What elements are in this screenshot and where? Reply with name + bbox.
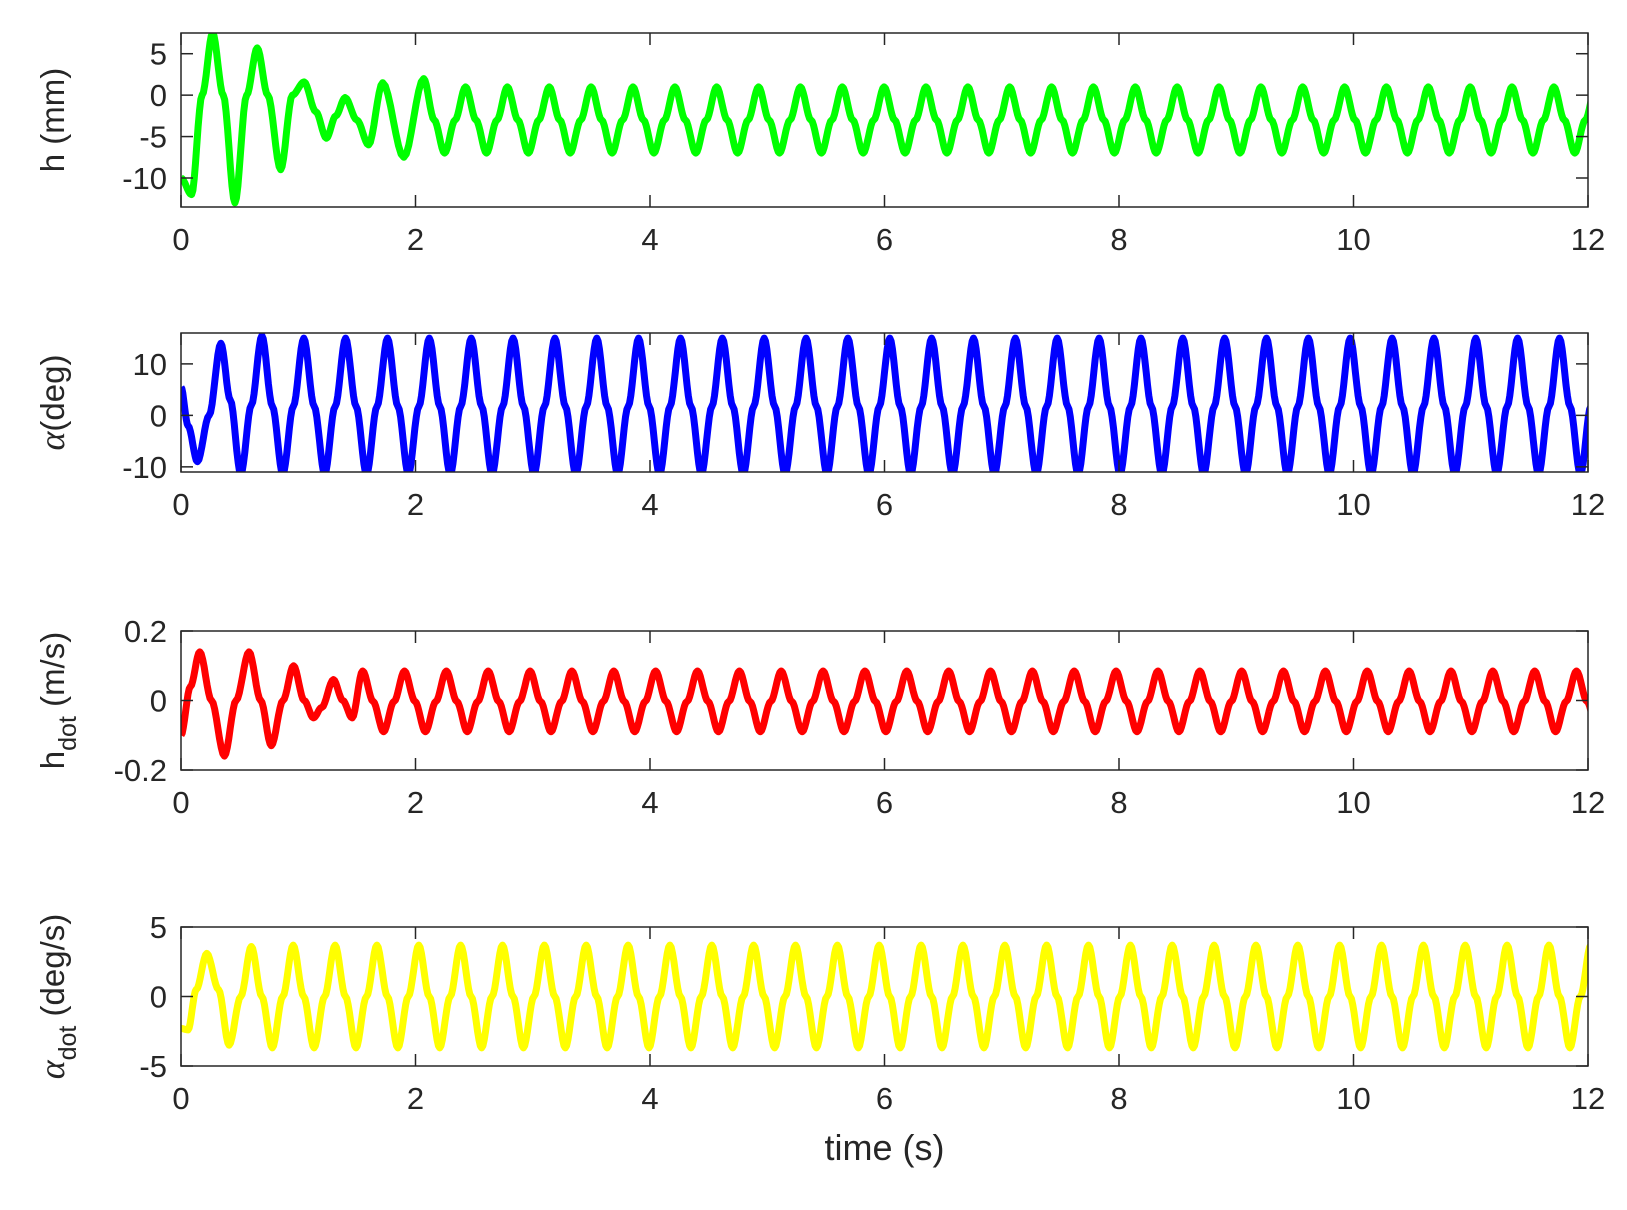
x-tick-label: 4 (641, 222, 658, 257)
series-line (181, 941, 1588, 1052)
x-tick-label: 0 (172, 487, 189, 522)
x-tick-label: 8 (1110, 785, 1127, 820)
x-tick-label: 8 (1110, 487, 1127, 522)
x-tick-label: 8 (1110, 222, 1127, 257)
y-tick-label: 5 (150, 910, 167, 945)
x-tick-label: 2 (407, 487, 424, 522)
x-tick-label: 0 (172, 1081, 189, 1116)
x-tick-label: 10 (1336, 1081, 1370, 1116)
h-plot: 0 2 4 6 8 10 12 5 0 -5 -10 h (mm) (34, 32, 1605, 257)
y-axis-label: αdot (deg/s) (32, 914, 82, 1080)
x-tick-label: 6 (876, 487, 893, 522)
y-tick-label: -10 (122, 161, 167, 196)
x-tick-label: 12 (1571, 785, 1605, 820)
x-tick-label: 2 (407, 1081, 424, 1116)
x-tick-label: 2 (407, 785, 424, 820)
x-tick-label: 6 (876, 222, 893, 257)
x-tick-label: 12 (1571, 487, 1605, 522)
x-tick-label: 4 (641, 1081, 658, 1116)
x-tick-label: 8 (1110, 1081, 1127, 1116)
x-tick-label: 10 (1336, 785, 1370, 820)
y-tick-label: 0 (150, 980, 167, 1015)
x-tick-label: 4 (641, 785, 658, 820)
y-tick-label: 5 (150, 37, 167, 72)
x-tick-label: 2 (407, 222, 424, 257)
y-tick-label: -5 (139, 1049, 167, 1084)
x-tick-label: 12 (1571, 1081, 1605, 1116)
y-axis-label: hdot (m/s) (34, 632, 82, 769)
y-axis-label: α(deg) (32, 355, 72, 451)
y-tick-label: -0.2 (114, 753, 167, 788)
y-tick-label: -10 (122, 450, 167, 485)
y-tick-label: 0 (150, 398, 167, 433)
y-tick-label: 0 (150, 684, 167, 719)
x-tick-label: 10 (1336, 487, 1370, 522)
x-tick-label: 10 (1336, 222, 1370, 257)
x-tick-label: 4 (641, 487, 658, 522)
y-tick-label: -5 (139, 120, 167, 155)
x-tick-label: 6 (876, 1081, 893, 1116)
y-tick-label: 0 (150, 78, 167, 113)
x-tick-label: 0 (172, 785, 189, 820)
y-axis-label: h (mm) (34, 68, 71, 172)
x-tick-label: 12 (1571, 222, 1605, 257)
x-axis-label: time (s) (825, 1127, 945, 1168)
series-line (181, 333, 1588, 472)
x-tick-label: 0 (172, 222, 189, 257)
series-line (181, 648, 1588, 760)
x-tick-label: 6 (876, 785, 893, 820)
y-tick-label: 10 (133, 347, 167, 382)
y-tick-label: 0.2 (124, 614, 167, 649)
series-line (181, 33, 1588, 207)
